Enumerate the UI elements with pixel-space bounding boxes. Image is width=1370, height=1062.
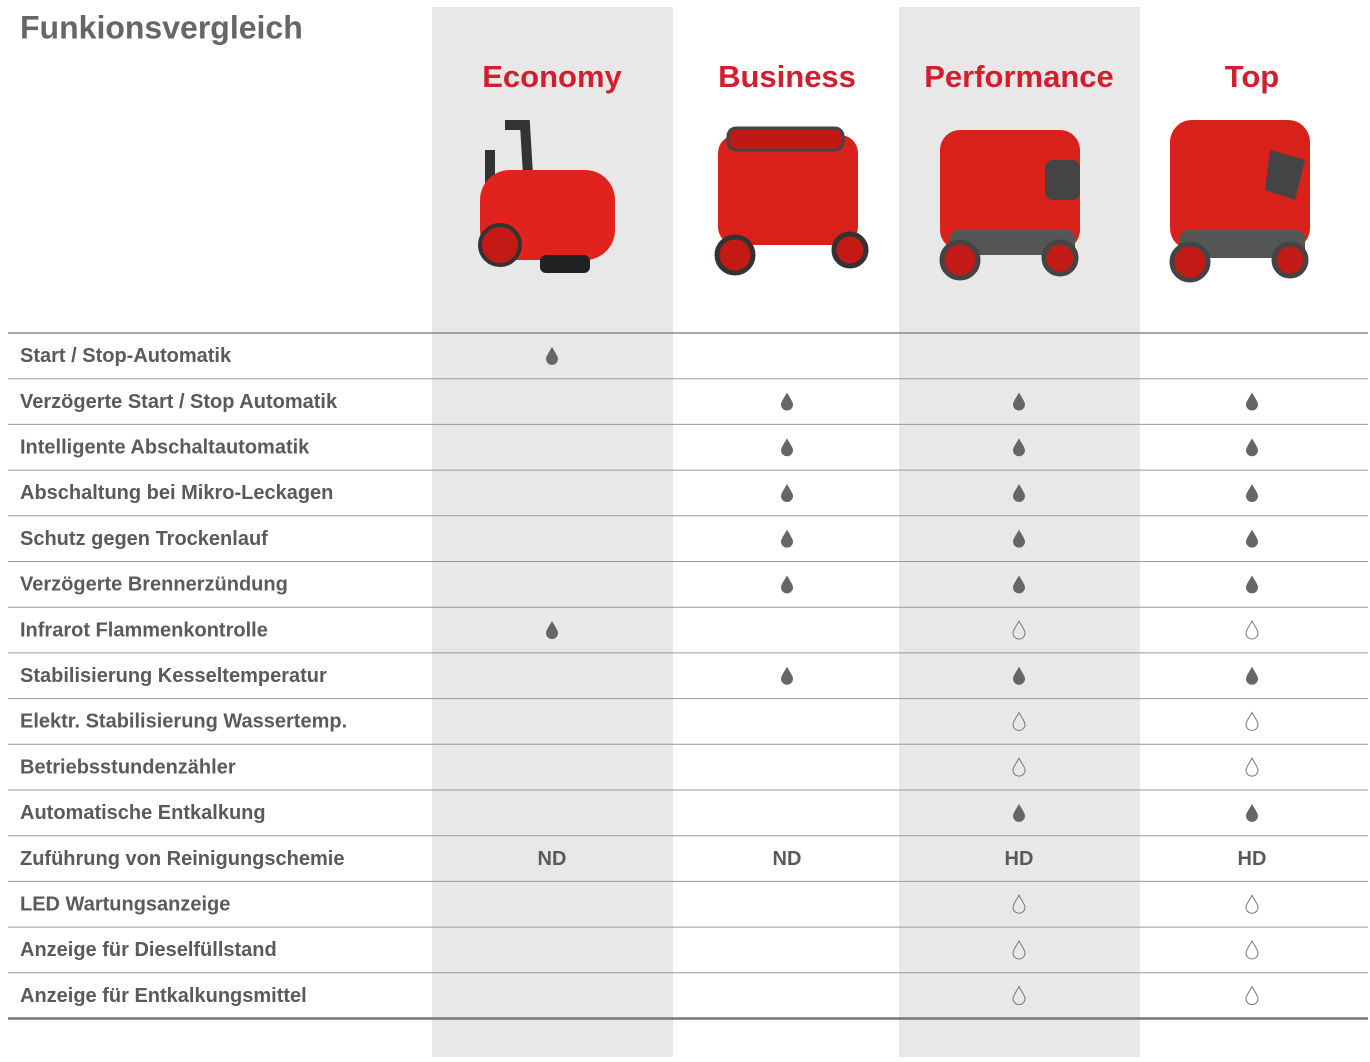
filled-drop <box>781 392 793 411</box>
filled-drop <box>1246 483 1258 502</box>
column-header: Performance <box>924 59 1114 94</box>
outline-drop <box>1245 985 1259 1006</box>
outline-drop <box>1012 757 1026 777</box>
row-label: Verzögerte Brennerzündung <box>20 574 288 596</box>
outline-drop <box>1012 985 1026 1006</box>
row-label: Zuführung von Reinigungschemie <box>20 848 344 870</box>
filled-drop <box>781 575 793 594</box>
product-image <box>939 130 1080 281</box>
product-image <box>1169 120 1310 283</box>
cell-text: ND <box>773 848 802 870</box>
outline-drop <box>1012 619 1026 640</box>
row-label: Stabilisierung Kesseltemperatur <box>20 665 327 687</box>
row-label: Schutz gegen Trockenlauf <box>20 528 268 550</box>
row-label: Automatische Entkalkung <box>20 802 266 824</box>
filled-drop <box>1013 438 1025 457</box>
filled-drop <box>1013 392 1025 411</box>
filled-drop <box>1246 438 1258 457</box>
filled-drop <box>1013 803 1025 822</box>
product-image <box>714 126 869 276</box>
outline-drop <box>1245 894 1259 914</box>
filled-drop <box>781 666 793 685</box>
outline-drop <box>1012 894 1026 914</box>
filled-drop <box>781 529 793 548</box>
column-header: Top <box>1225 59 1280 94</box>
row-label: Intelligente Abschaltautomatik <box>20 437 310 459</box>
cell-text: ND <box>538 848 567 870</box>
filled-drop <box>781 438 793 457</box>
page-title: Funkionsvergleich <box>20 9 303 45</box>
filled-drop <box>1246 529 1258 548</box>
filled-drop <box>546 621 558 640</box>
row-label: Anzeige für Entkalkungsmittel <box>20 985 307 1007</box>
filled-drop <box>546 346 558 365</box>
row-label: Start / Stop-Automatik <box>20 345 232 367</box>
filled-drop <box>1246 575 1258 594</box>
cell-text: HD <box>1238 848 1267 870</box>
row-label: Verzögerte Start / Stop Automatik <box>20 391 338 413</box>
outline-drop <box>1012 711 1026 731</box>
filled-drop <box>1013 483 1025 502</box>
row-label: Betriebsstundenzähler <box>20 756 236 778</box>
row-label: LED Wartungsanzeige <box>20 894 230 916</box>
outline-drop <box>1245 711 1259 731</box>
outline-drop <box>1245 939 1259 960</box>
column-header: Business <box>718 59 856 94</box>
filled-drop <box>1246 803 1258 822</box>
outline-drop <box>1012 939 1026 960</box>
row-label: Infrarot Flammenkontrolle <box>20 619 268 641</box>
column-header: Economy <box>482 59 622 94</box>
filled-drop <box>1013 575 1025 594</box>
outline-drop <box>1245 619 1259 640</box>
filled-drop <box>1246 666 1258 685</box>
filled-drop <box>781 483 793 502</box>
row-label: Abschaltung bei Mikro-Leckagen <box>20 482 333 504</box>
row-label: Anzeige für Dieselfüllstand <box>20 939 277 961</box>
filled-drop <box>1246 392 1258 411</box>
outline-drop <box>1245 757 1259 777</box>
product-image <box>478 120 615 273</box>
row-label: Elektr. Stabilisierung Wassertemp. <box>20 711 347 733</box>
filled-drop <box>1013 529 1025 548</box>
column-shade <box>432 7 673 1057</box>
filled-drop <box>1013 666 1025 685</box>
cell-text: HD <box>1005 848 1034 870</box>
